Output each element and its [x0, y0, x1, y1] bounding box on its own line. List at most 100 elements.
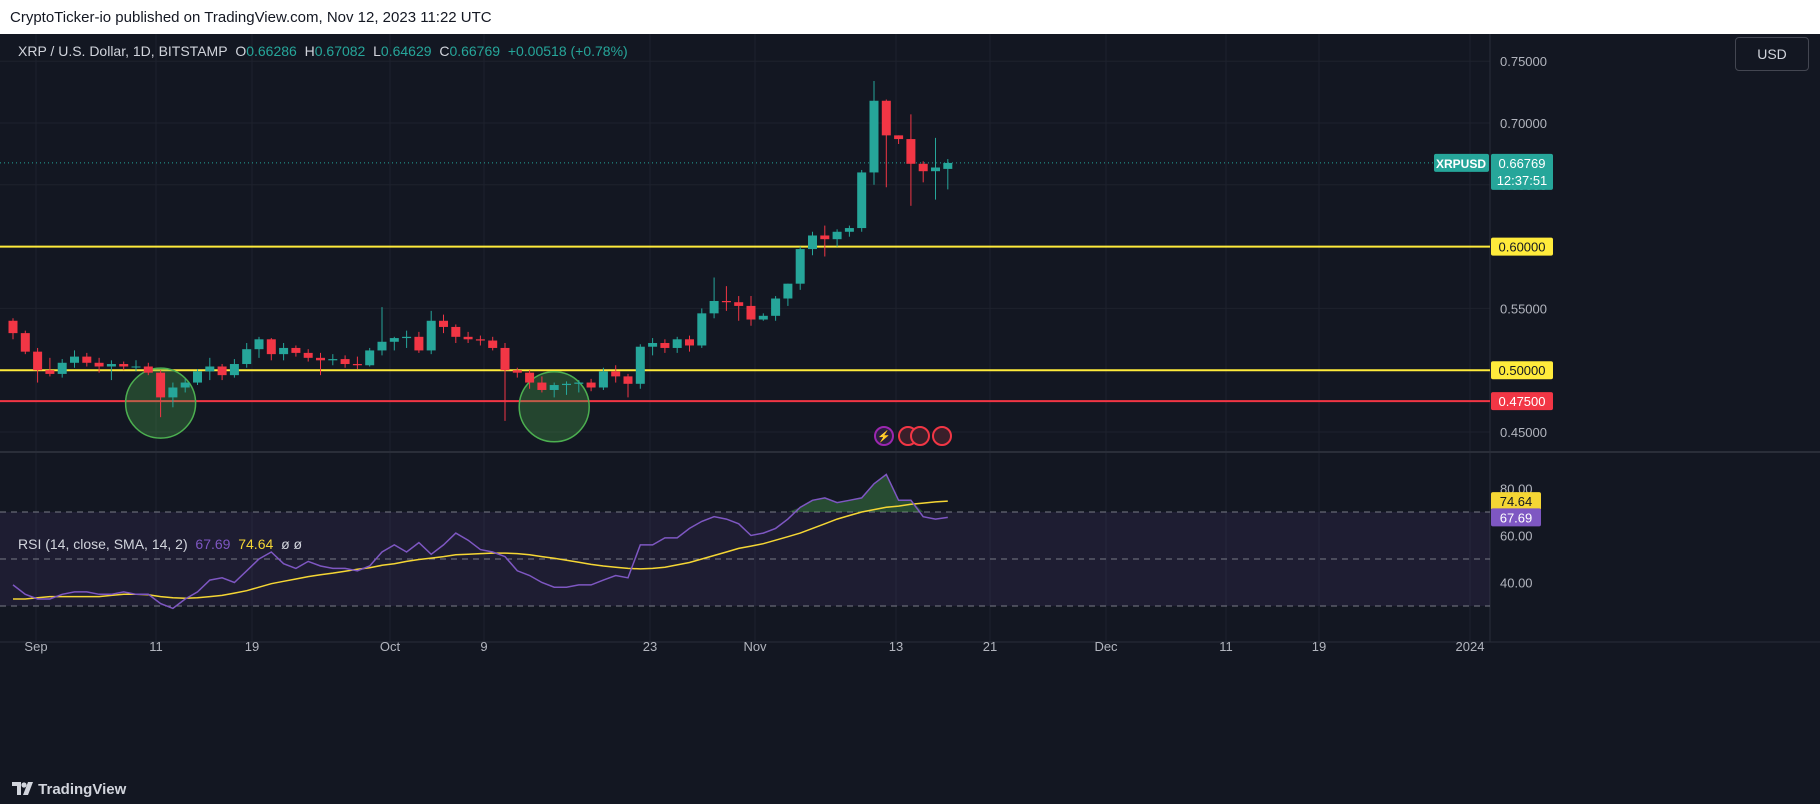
open-label: O: [235, 43, 247, 59]
event-lightning-icon: [874, 426, 894, 446]
candle-body: [906, 139, 916, 164]
event-us-flag-icon: [910, 426, 930, 446]
candle-body: [33, 351, 43, 371]
time-tick-label: 13: [889, 639, 903, 654]
candle-body: [439, 320, 448, 327]
candle-body: [500, 347, 510, 371]
level-tag: [1491, 361, 1553, 380]
rsi-extra: ø ø: [281, 536, 303, 552]
candle-body: [783, 283, 793, 299]
candle-body: [340, 359, 350, 365]
candle-body: [180, 382, 190, 388]
candle-body: [45, 370, 55, 374]
candle-body: [598, 371, 608, 388]
rsi-legend: RSI (14, close, SMA, 14, 2) 67.69 74.64 …: [18, 536, 302, 552]
time-tick-label: Nov: [743, 639, 767, 654]
candle-body: [414, 336, 424, 351]
candle-body: [795, 249, 805, 284]
candle-body: [328, 359, 338, 361]
symbol-title: XRP / U.S. Dollar, 1D, BITSTAMP: [18, 43, 228, 59]
tradingview-logo[interactable]: TradingView: [12, 781, 126, 798]
candle-body: [574, 382, 584, 384]
candle-body: [131, 366, 141, 368]
highlight-circle: [518, 371, 590, 443]
candle-body: [635, 346, 645, 384]
time-tick-label: 23: [643, 639, 657, 654]
candle-body: [205, 366, 215, 372]
candle-body: [217, 366, 227, 376]
level-tag-label: 0.47500: [1499, 394, 1546, 409]
candle-body: [377, 341, 387, 351]
candle-body: [820, 235, 830, 240]
rsi-ma-tag-label: 74.64: [1500, 494, 1533, 509]
candle-body: [648, 343, 658, 347]
level-tag-label: 0.50000: [1499, 363, 1546, 378]
candle-body: [746, 305, 756, 320]
candle-body: [931, 167, 940, 172]
rsi-value: 67.69: [195, 536, 231, 552]
grid-lines: [0, 34, 1490, 642]
candle-body: [254, 339, 264, 350]
candle-body: [758, 315, 768, 320]
candle-body: [857, 172, 867, 229]
candle-body: [365, 350, 375, 366]
candles: [8, 80, 953, 421]
candle-body: [82, 356, 92, 363]
candle-body: [168, 387, 178, 398]
candle-body: [193, 371, 202, 383]
candle-body: [562, 383, 571, 386]
high-label: H: [304, 43, 315, 59]
candle-body: [721, 300, 731, 303]
last-price-tag: [1491, 153, 1553, 190]
candle-body: [869, 100, 879, 173]
candle-body: [832, 231, 842, 240]
time-tick-label: 11: [149, 639, 163, 654]
currency-button[interactable]: USD: [1735, 37, 1809, 71]
time-tick-label: 19: [1312, 639, 1326, 654]
open-value: 0.66286: [246, 43, 297, 59]
candle-body: [586, 382, 596, 388]
candle-body: [8, 320, 18, 334]
chart-canvas[interactable]: ⚡0.450000.550000.650000.700000.7500040.0…: [0, 34, 1820, 776]
last-price-label: 0.66769: [1499, 156, 1546, 171]
rsi-ma-tag: [1491, 492, 1541, 511]
tradingview-brand: TradingView: [38, 781, 127, 798]
candle-body: [525, 372, 535, 383]
time-tick-label: 21: [983, 639, 997, 654]
level-tag: [1491, 237, 1553, 256]
candle-body: [771, 298, 781, 316]
candle-body: [119, 364, 129, 367]
candle-body: [660, 343, 670, 348]
candle-body: [279, 347, 289, 355]
candle-body: [242, 349, 252, 365]
candle-body: [70, 356, 79, 363]
candle-body: [623, 376, 633, 384]
candle-body: [291, 347, 301, 353]
candle-body: [303, 352, 313, 358]
rsi-tick-label: 40.00: [1500, 576, 1533, 591]
candle-body: [475, 339, 485, 341]
tradingview-logo-icon: [12, 781, 34, 798]
candle-body: [697, 313, 707, 346]
candle-body: [844, 228, 854, 232]
candle-body: [389, 338, 399, 342]
time-tick-label: 11: [1219, 639, 1233, 654]
candle-body: [57, 362, 67, 374]
time-tick-label: Oct: [380, 639, 401, 654]
rsi-tick-label: 60.00: [1500, 529, 1533, 544]
change-value: +0.00518 (+0.78%): [507, 43, 628, 59]
close-label: C: [439, 43, 450, 59]
high-value: 0.67082: [314, 43, 366, 59]
candle-body: [20, 333, 30, 352]
rsi-ma-line: [13, 500, 948, 600]
rsi-line: [12, 473, 948, 610]
price-tick-label: 0.55000: [1500, 301, 1547, 316]
time-tick-label: Sep: [24, 639, 47, 654]
publisher-header: CryptoTicker-io published on TradingView…: [0, 0, 1820, 34]
candle-body: [94, 362, 104, 367]
candle-body: [734, 302, 744, 306]
rsi-overbought-fill: [13, 474, 948, 512]
candle-body: [881, 100, 891, 136]
symbol-tag-label: XRPUSD: [1436, 157, 1486, 171]
rsi-ma-value: 74.64: [238, 536, 274, 552]
